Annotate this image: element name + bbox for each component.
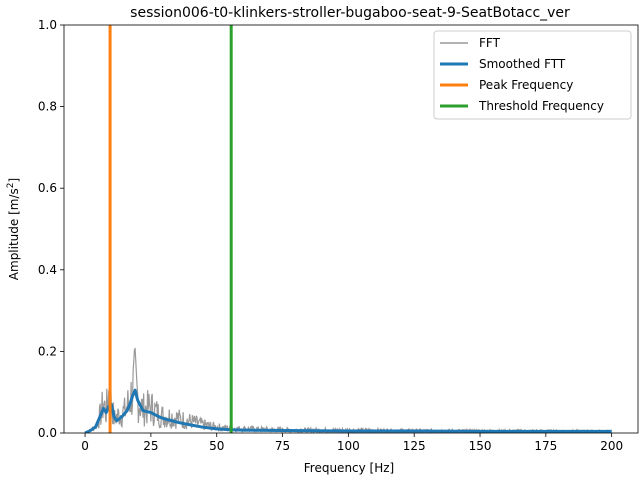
- x-tick-label: 25: [143, 439, 158, 453]
- y-tick-label: 0.2: [38, 344, 57, 358]
- y-tick-label: 0.0: [38, 426, 57, 440]
- y-axis-label: Amplitude [m/s2]: [6, 178, 21, 280]
- chart-title: session006-t0-klinkers-stroller-bugaboo-…: [130, 5, 570, 21]
- y-axis-label-end: ]: [7, 178, 21, 183]
- y-axis-label-main: Amplitude [m/s: [7, 188, 21, 280]
- plot-area: [84, 25, 612, 433]
- legend-items: FFT Smoothed FTT Peak Frequency Threshold F…: [440, 36, 604, 113]
- x-tick-label: 100: [337, 439, 360, 453]
- x-axis: 0 25 50 75 100 125 150 175 200: [81, 433, 623, 453]
- x-tick-label: 200: [600, 439, 623, 453]
- y-tick-label: 0.8: [38, 100, 57, 114]
- y-axis: 0.0 0.2 0.4 0.6 0.8 1.0: [38, 18, 64, 440]
- legend-box: [433, 30, 632, 120]
- x-tick-label: 175: [534, 439, 557, 453]
- legend-label-smoothed-ftt: Smoothed FTT: [479, 57, 566, 71]
- legend-label-fft: FFT: [479, 36, 501, 50]
- x-tick-label: 50: [209, 439, 224, 453]
- x-tick-label: 75: [275, 439, 290, 453]
- y-tick-label: 0.4: [38, 263, 57, 277]
- legend-label-threshold-frequency: Threshold Frequency: [478, 99, 604, 113]
- y-tick-label: 0.6: [38, 181, 57, 195]
- axes-frame: [63, 24, 639, 434]
- legend: FFT Smoothed FTT Peak Frequency Threshold F…: [433, 30, 632, 120]
- data-layer: [84, 25, 612, 433]
- x-tick-label: 125: [403, 439, 426, 453]
- x-tick-label: 150: [469, 439, 492, 453]
- y-axis-label-superscript: 2: [6, 182, 16, 188]
- y-tick-label: 1.0: [38, 18, 57, 32]
- smoothed-fft-series-line: [84, 388, 612, 433]
- x-axis-label: Frequency [Hz]: [304, 461, 395, 475]
- legend-label-peak-frequency: Peak Frequency: [479, 78, 573, 92]
- x-tick-label: 0: [81, 439, 89, 453]
